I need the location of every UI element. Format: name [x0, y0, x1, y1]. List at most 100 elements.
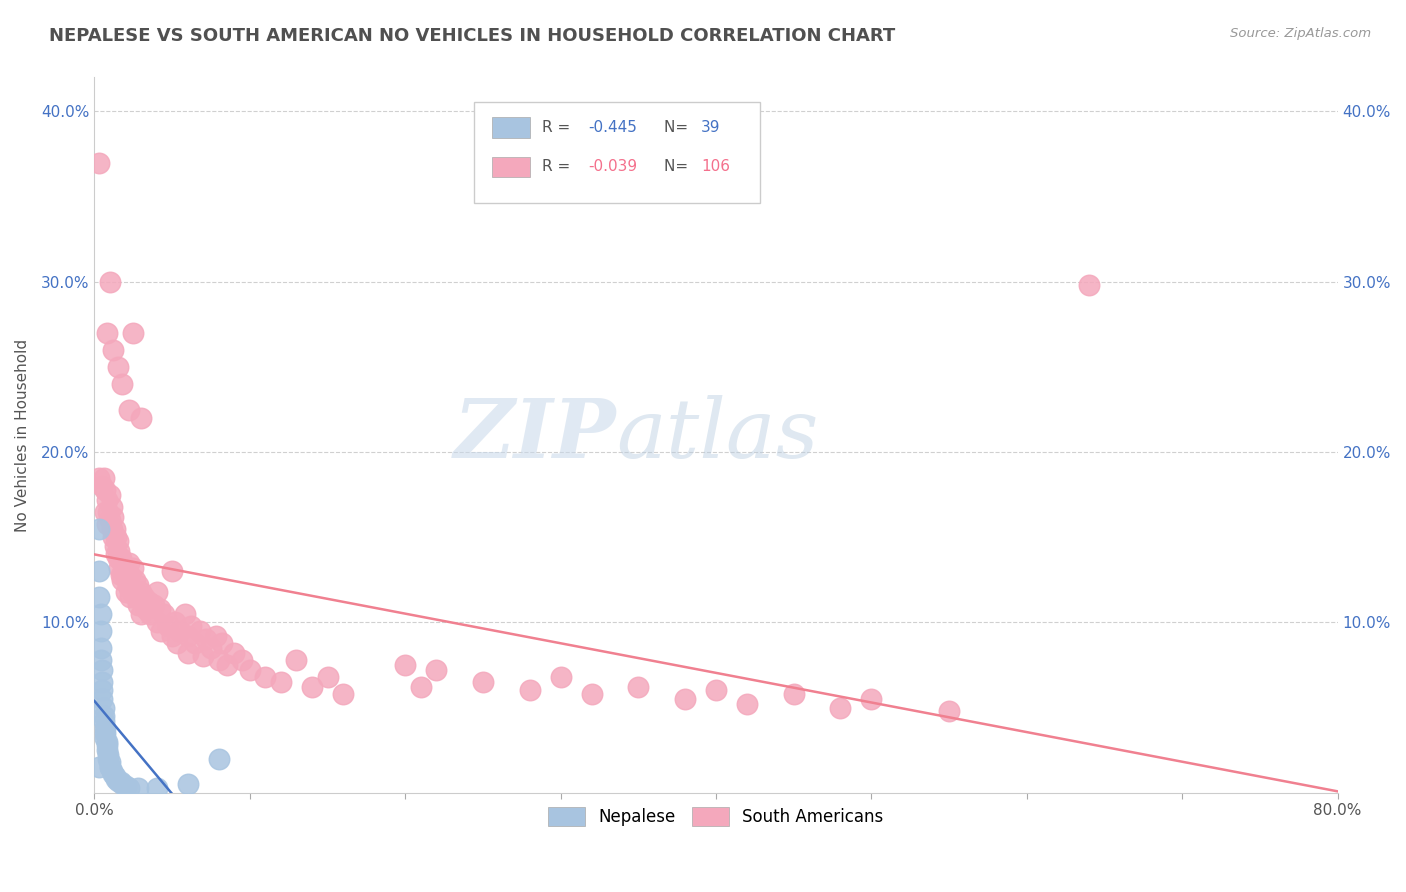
Point — [150, 624, 173, 638]
FancyBboxPatch shape — [474, 103, 759, 202]
Point — [394, 657, 416, 672]
Point — [735, 697, 758, 711]
Point — [108, 544, 131, 558]
Text: 106: 106 — [702, 160, 730, 174]
Point — [184, 636, 207, 650]
Point — [100, 522, 122, 536]
Point — [134, 590, 156, 604]
Point — [173, 607, 195, 621]
Point — [135, 601, 157, 615]
Point — [472, 675, 495, 690]
Point — [89, 522, 111, 536]
Point — [285, 653, 308, 667]
Point — [118, 582, 141, 596]
Point — [129, 411, 152, 425]
Point — [96, 492, 118, 507]
Point — [91, 692, 114, 706]
Point — [142, 599, 165, 613]
Point — [120, 567, 142, 582]
Point — [120, 590, 142, 604]
Point — [93, 700, 115, 714]
Text: Source: ZipAtlas.com: Source: ZipAtlas.com — [1230, 27, 1371, 40]
Point — [104, 539, 127, 553]
Point — [101, 509, 124, 524]
Point — [98, 275, 121, 289]
Point — [114, 567, 136, 582]
Point — [177, 646, 200, 660]
Point — [160, 629, 183, 643]
Point — [519, 683, 541, 698]
Point — [125, 590, 148, 604]
Point — [90, 653, 112, 667]
Point — [111, 556, 134, 570]
Point — [215, 657, 238, 672]
Point — [254, 670, 277, 684]
Point — [409, 680, 432, 694]
Point — [153, 607, 176, 621]
Point — [673, 692, 696, 706]
Point — [98, 760, 121, 774]
Point — [270, 675, 292, 690]
Point — [94, 483, 117, 497]
Text: ZIP: ZIP — [454, 395, 617, 475]
Point — [188, 624, 211, 638]
Point — [111, 376, 134, 391]
Point — [122, 584, 145, 599]
Point — [94, 731, 117, 746]
Point — [177, 629, 200, 643]
Point — [1078, 278, 1101, 293]
Point — [101, 343, 124, 357]
Point — [122, 326, 145, 340]
Point — [107, 533, 129, 548]
Point — [97, 505, 120, 519]
Point — [105, 530, 128, 544]
Point — [105, 772, 128, 786]
Text: 39: 39 — [702, 120, 721, 135]
Point — [96, 326, 118, 340]
Point — [104, 769, 127, 783]
Point — [127, 780, 149, 795]
Point — [166, 636, 188, 650]
Point — [111, 573, 134, 587]
Point — [111, 777, 134, 791]
Point — [169, 624, 191, 638]
Point — [101, 767, 124, 781]
Point — [211, 636, 233, 650]
Point — [180, 619, 202, 633]
Point — [105, 547, 128, 561]
Point — [97, 748, 120, 763]
Point — [581, 687, 603, 701]
Point — [224, 646, 246, 660]
Point — [89, 760, 111, 774]
Point — [94, 726, 117, 740]
Point — [90, 640, 112, 655]
Point — [89, 564, 111, 578]
Point — [550, 670, 572, 684]
Point — [127, 599, 149, 613]
Point — [193, 649, 215, 664]
Point — [195, 632, 218, 647]
Point — [129, 584, 152, 599]
Point — [93, 709, 115, 723]
Point — [156, 619, 179, 633]
Point — [93, 714, 115, 728]
Point — [104, 522, 127, 536]
Point — [89, 470, 111, 484]
Text: N=: N= — [664, 160, 693, 174]
Point — [91, 479, 114, 493]
Bar — [492, 118, 530, 137]
Point — [112, 564, 135, 578]
Point — [208, 751, 231, 765]
Point — [115, 573, 138, 587]
Text: R =: R = — [541, 120, 575, 135]
Point — [110, 567, 132, 582]
Point — [91, 675, 114, 690]
Point — [332, 687, 354, 701]
Y-axis label: No Vehicles in Household: No Vehicles in Household — [15, 338, 30, 532]
Legend: Nepalese, South Americans: Nepalese, South Americans — [540, 798, 891, 834]
Point — [138, 595, 160, 609]
Point — [98, 760, 121, 774]
Point — [830, 700, 852, 714]
Point — [114, 584, 136, 599]
Point — [98, 513, 121, 527]
